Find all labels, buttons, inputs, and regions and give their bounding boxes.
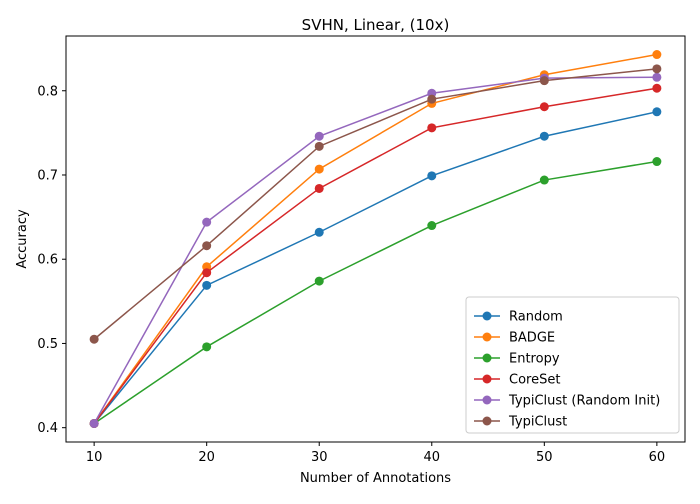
legend-label: TypiClust (Random Init) [508,394,660,409]
series-layer [89,50,662,428]
data-point [314,276,324,286]
data-point [314,164,324,174]
x-axis: 10 20 30 40 50 60 [86,442,665,465]
y-tick-label: 0.6 [37,253,58,268]
data-point [652,72,662,82]
data-point [314,183,324,193]
data-point [539,102,549,112]
legend-marker [482,395,492,405]
legend: Random BADGE Entropy CoreSet TypiClust (Rand… [465,296,680,434]
legend-marker [482,353,492,363]
x-tick-label: 20 [198,450,215,465]
data-point [202,342,212,352]
x-tick-label: 10 [86,450,103,465]
data-point [427,221,437,231]
y-axis: 0.4 0.5 0.6 0.7 0.8 [37,84,66,436]
y-tick-label: 0.4 [37,421,58,436]
data-point [314,141,324,151]
legend-marker [482,416,492,426]
legend-label: Entropy [509,352,560,367]
data-point [539,131,549,141]
legend-label: BADGE [509,331,555,346]
legend-label: TypiClust [508,415,567,430]
data-point [202,217,212,227]
data-point [652,64,662,74]
x-tick-label: 50 [536,450,553,465]
data-point [89,334,99,344]
data-point [652,83,662,93]
legend-marker [482,374,492,384]
series-line [93,87,657,424]
x-tick-label: 30 [311,450,328,465]
y-tick-label: 0.5 [37,337,58,352]
series-line [93,160,657,425]
x-tick-label: 40 [423,450,440,465]
legend-marker [482,311,492,321]
data-point [89,418,99,428]
x-axis-label: Number of Annotations [300,471,451,486]
series-typiclust [89,64,662,344]
plot-area [65,35,686,443]
data-point [202,268,212,278]
series-line [93,68,657,340]
data-point [652,107,662,117]
series-line [93,53,657,424]
legend-label: Random [509,310,563,325]
data-point [314,227,324,237]
data-point [539,175,549,185]
data-point [539,76,549,86]
series-line [93,111,658,424]
data-point [427,123,437,133]
data-point [427,94,437,104]
y-tick-label: 0.8 [37,84,58,99]
x-tick-label: 60 [649,450,666,465]
legend-label: CoreSet [509,373,560,388]
y-tick-label: 0.7 [37,168,58,183]
data-point [314,131,324,141]
data-point [202,280,212,290]
legend-marker [482,332,492,342]
data-point [652,157,662,167]
data-point [652,50,662,60]
data-point [202,241,212,251]
legend-box [465,296,680,434]
y-axis-label: Accuracy [15,209,30,269]
chart-title: SVHN, Linear, (10x) [302,16,450,34]
data-point [427,171,437,181]
